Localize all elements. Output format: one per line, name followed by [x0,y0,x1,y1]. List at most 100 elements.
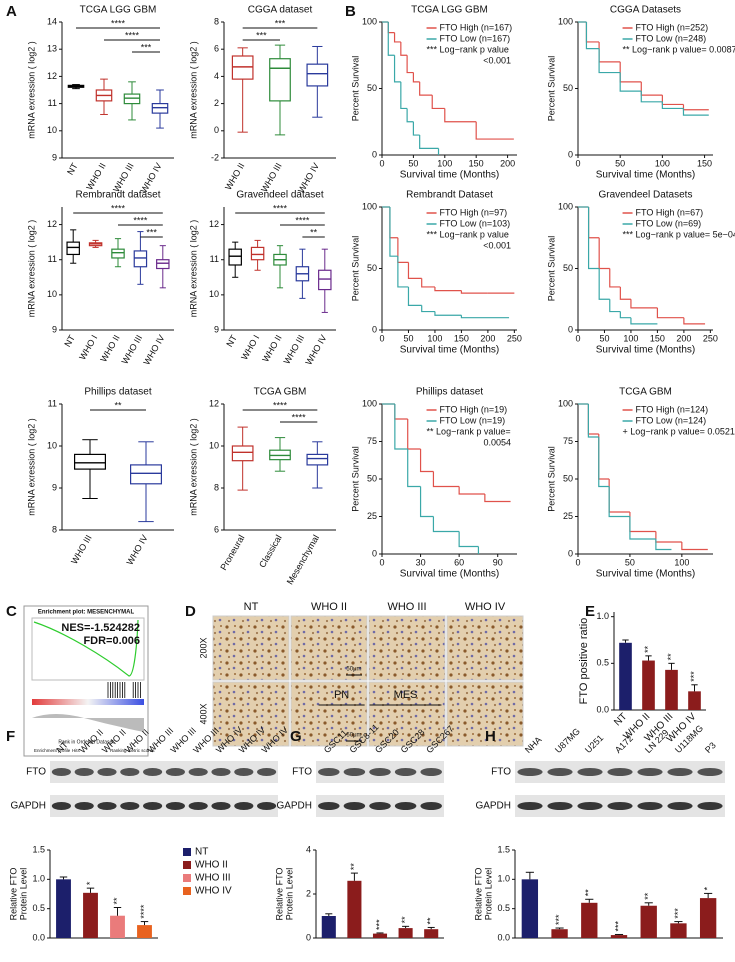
band [74,802,94,810]
legend-label: FTO High (n=167) [440,22,513,32]
survival-step [608,479,630,513]
box [66,241,80,256]
column-label: WHO II [311,601,347,613]
box [306,63,329,87]
bar [610,935,628,938]
survival-step [598,268,610,300]
box [318,269,332,291]
significance-label: *** [256,30,267,40]
significance-label: **** [111,18,126,28]
survival-step [683,317,706,325]
bar [688,691,701,710]
significance-label: **** [273,203,288,213]
y-tick-label: 9 [52,152,57,162]
band [547,768,573,776]
ihc-image [446,681,524,747]
y-tick-label: 8 [214,16,219,26]
y-tick-label: 0 [306,932,311,942]
p-value: ** Log−rank p value= [427,426,511,436]
blot-strip [50,795,278,817]
y-tick-label: 50 [367,263,377,273]
x-tick-label: WHO II [223,161,246,192]
chart-title: Enrichment plot: MESENCHYMAL [38,610,135,616]
y-tick-label: -2 [211,152,219,162]
y-tick-label: 11 [210,254,219,264]
x-tick-label: Classical [257,533,284,569]
chart-title: TCGA GBM [619,387,672,398]
y-tick-label: 11 [48,98,57,108]
y-axis-label: mRNA exression ( log2 ) [26,418,36,516]
p-value: 0.0054 [483,437,511,447]
x-tick-label: WHO III [69,533,94,566]
x-tick-label: NT [65,161,80,177]
survival-step [460,290,488,294]
legend-label: FTO Low (n=103) [440,218,511,228]
panel-label: G [290,728,302,745]
panel-label: B [345,3,356,20]
significance-label: *** [613,920,623,931]
y-axis-label: mRNA exression ( log2 ) [26,41,36,139]
bar [665,669,678,710]
survival-step [619,286,631,300]
chart-title: Phillips dataset [84,387,151,398]
legend-label: FTO Low (n=19) [440,415,506,425]
x-axis-label: Survival time (Months) [400,345,499,356]
band [343,768,366,776]
survival-step [419,486,434,518]
x-tick-label: 200 [500,158,515,168]
band [234,768,254,776]
chart-title: TCGA GBM [254,387,307,398]
scale-label: 50μm [346,733,361,739]
survival-step [587,404,599,438]
y-axis-label: Percent Survival [546,446,556,512]
survival-step [394,404,408,450]
legend-label: WHO IV [195,886,232,897]
chart-title: Rembrandt dataset [75,190,160,201]
p-value: <0.001 [483,55,511,65]
ihc-image [212,681,290,747]
survival-step [460,315,510,319]
band [667,768,693,776]
band [211,768,231,776]
y-tick-label: 0 [214,125,219,135]
y-tick-label: 0 [568,149,573,159]
x-tick-label: 200 [676,333,691,343]
y-axis-label: mRNA exression ( log2 ) [188,220,198,318]
significance-label: *** [554,914,564,925]
band [637,802,663,810]
band [420,802,442,810]
x-tick-label: NT [224,333,239,349]
x-tick-label: WHO I [239,333,261,361]
y-tick-label: 10 [209,289,219,299]
band [607,802,633,810]
x-tick-label: WHO II [260,333,283,364]
y-tick-label: 14 [47,16,57,26]
lane-label: P3 [703,740,718,755]
ranking-metric [32,714,144,732]
x-tick-label: 100 [437,158,452,168]
significance-label: ** [666,653,676,661]
survival-step [682,108,709,116]
band [318,768,340,776]
survival-step [587,207,600,270]
x-tick-label: 150 [454,333,469,343]
survival-step [397,256,409,288]
chart-title: TCGA LGG GBM [80,5,157,16]
y-tick-label: 50 [563,263,573,273]
x-axis-label: Survival time (Months) [596,345,695,356]
y-tick-label: 2 [306,888,311,898]
survival-step [431,95,445,110]
y-tick-label: 0 [372,324,377,334]
x-tick-label: 100 [655,158,670,168]
band [667,802,693,810]
legend-label: FTO Low (n=248) [636,33,707,43]
legend-label: Enrichment profile [34,748,71,753]
band [369,768,391,776]
band [697,768,723,776]
significance-label: **** [139,904,149,919]
row-label: FTO [292,767,312,778]
x-tick-label: 250 [507,333,522,343]
legend-label: Ranking metric scores [110,748,155,753]
significance-label: ** [112,897,122,905]
survival-step [407,419,421,450]
